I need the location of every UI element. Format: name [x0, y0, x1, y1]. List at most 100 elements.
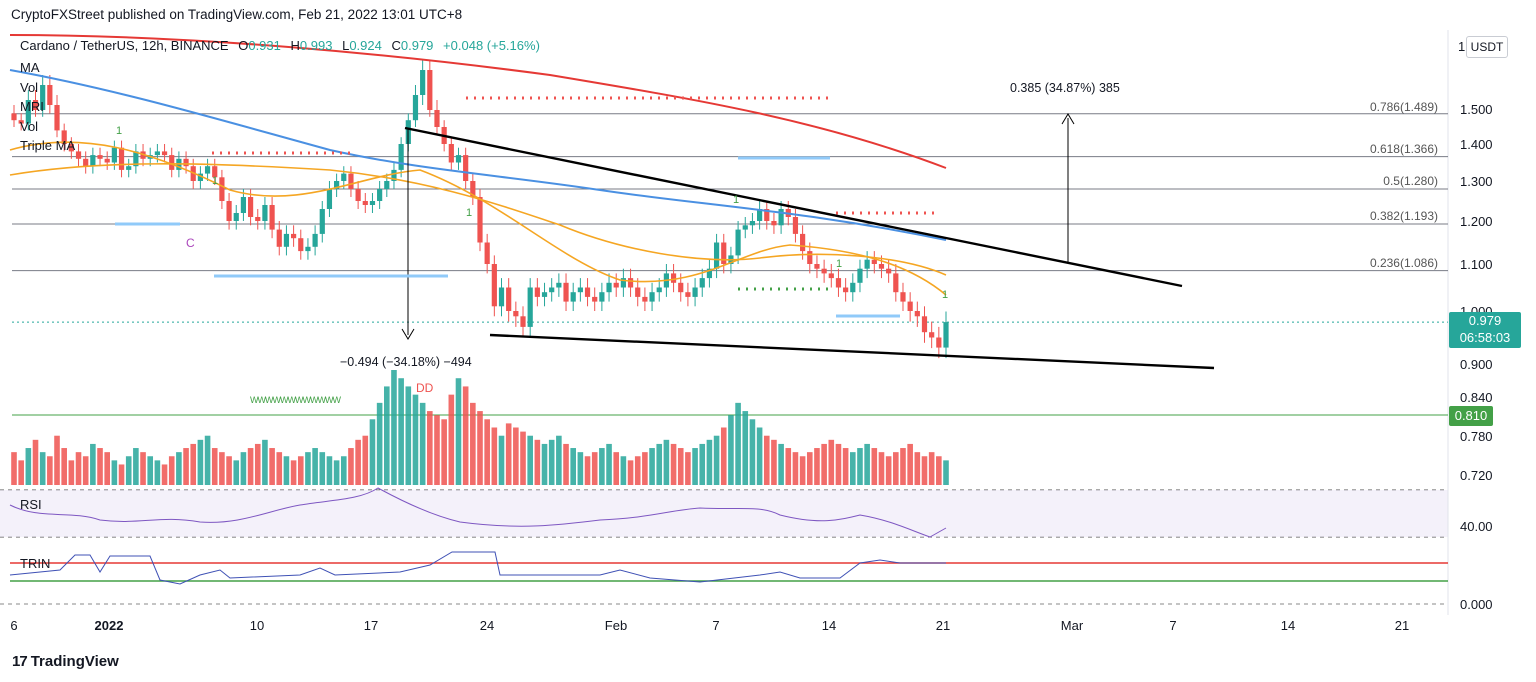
candle-body: [233, 213, 239, 221]
count-marker: 1: [466, 207, 473, 219]
candle-body: [685, 292, 691, 297]
candle-body: [470, 181, 476, 197]
volume-bar: [928, 452, 935, 485]
volume-bar: [505, 423, 512, 485]
candle-body: [118, 147, 125, 170]
candle-body: [90, 155, 96, 167]
volume-bar: [728, 415, 734, 485]
candle-body: [642, 296, 648, 302]
volume-bar: [699, 443, 706, 485]
volume-bar: [140, 452, 146, 485]
indicator-mri[interactable]: MRI: [20, 99, 44, 114]
candle-body: [154, 151, 160, 156]
volume-bar: [434, 415, 440, 485]
candle-body: [305, 246, 311, 252]
indicator-ma[interactable]: MA: [20, 60, 40, 75]
candle-body: [527, 287, 533, 327]
y-tick: 0.720: [1460, 468, 1493, 483]
candle-body: [255, 217, 261, 221]
volume-bar: [147, 456, 154, 485]
x-tick: Feb: [604, 618, 628, 633]
candle-body: [620, 278, 626, 288]
candle-body: [477, 197, 483, 243]
candle-body: [97, 155, 103, 159]
count-marker: 1: [836, 258, 843, 270]
volume-bar: [183, 448, 189, 485]
candle-body: [133, 151, 139, 167]
volume-bar: [211, 448, 218, 485]
volume-bar: [269, 448, 275, 485]
volume-bar: [412, 394, 419, 485]
candle-body: [455, 155, 462, 163]
volume-bar: [247, 448, 254, 485]
volume-bar: [233, 460, 240, 485]
fib-label: 0.382(1.193): [1369, 209, 1438, 223]
y-tick: 1.300: [1460, 174, 1493, 189]
volume-bar: [778, 443, 784, 485]
candle-body: [513, 311, 519, 317]
volume-bar: [240, 452, 247, 485]
volume-bar: [90, 443, 96, 485]
volume-bar: [355, 439, 361, 485]
candle-body: [463, 155, 469, 181]
candle-body: [549, 287, 555, 293]
ma-red-line: [9, 34, 947, 169]
candle-body: [893, 273, 899, 293]
volume-bar: [262, 439, 268, 485]
volume-bar: [556, 435, 562, 485]
candle-body: [864, 259, 870, 269]
volume-bar: [563, 443, 569, 485]
volume-bar: [670, 443, 677, 485]
candle-body: [161, 151, 168, 156]
close-value: 0.979: [400, 38, 434, 53]
candle-body: [520, 316, 526, 327]
candle-body: [592, 296, 598, 302]
candle-body: [606, 282, 612, 293]
open-value: 0.931: [248, 38, 281, 53]
candle-body: [814, 264, 820, 269]
candle-body: [613, 282, 619, 288]
candle-body: [276, 229, 282, 247]
volume-bar: [405, 386, 412, 485]
volume-bar: [534, 439, 541, 485]
volume-bar: [706, 439, 713, 485]
x-tick: 21: [1394, 618, 1410, 633]
volume-bar: [828, 439, 835, 485]
indicator-vol-2[interactable]: Vol: [20, 119, 39, 134]
candle-body: [757, 209, 763, 221]
volume-bar: [254, 443, 261, 485]
trin-pane-label[interactable]: TRIN: [20, 556, 51, 571]
volume-bar: [606, 443, 612, 485]
y-tick: 0.900: [1460, 357, 1493, 372]
fib-label: 0.5(1.280): [1383, 174, 1438, 188]
candle-body: [291, 233, 297, 239]
candle-body: [212, 166, 218, 178]
volume-bar: [455, 378, 462, 485]
dd-annotation: DD: [416, 381, 434, 395]
volume-bar: [190, 443, 197, 485]
volume-bar: [312, 448, 318, 485]
indicator-vol[interactable]: Vol: [20, 80, 39, 95]
y-tick: 1.500: [1460, 102, 1493, 117]
volume-bar: [907, 443, 913, 485]
volume-bar: [634, 456, 641, 485]
x-tick: 7: [1169, 618, 1177, 633]
volume-bar: [713, 435, 720, 485]
volume-bar: [470, 402, 476, 485]
symbol-name: Cardano / TetherUS, 12h, BINANCE: [20, 38, 229, 53]
trendline-lower: [489, 333, 1215, 370]
brand-name: TradingView: [30, 653, 119, 670]
currency-selector[interactable]: USDT: [1466, 36, 1508, 58]
candle-body: [721, 242, 727, 264]
open-label: O: [238, 38, 249, 53]
tradingview-logo-icon: 17: [12, 653, 28, 670]
volume-bar: [125, 456, 132, 485]
candle-body: [262, 205, 268, 221]
volume-bar: [871, 448, 878, 485]
candle-body: [771, 221, 777, 226]
rsi-pane-label[interactable]: RSI: [20, 497, 42, 512]
candle-body: [61, 130, 67, 144]
tradingview-brand[interactable]: 17 TradingView: [12, 653, 119, 670]
indicator-triple-ma[interactable]: Triple MA: [20, 138, 76, 153]
